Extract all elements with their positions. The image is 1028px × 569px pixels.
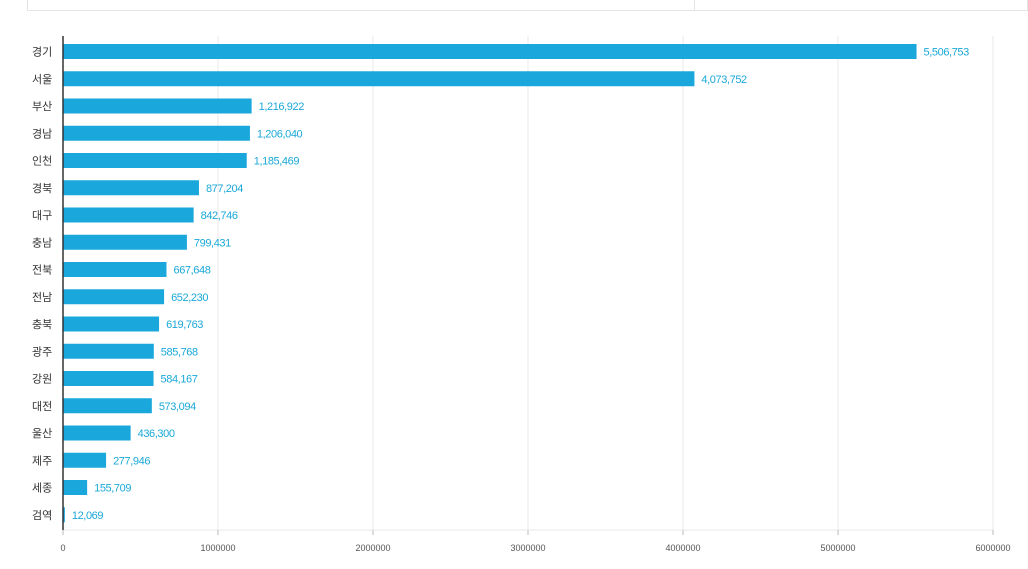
value-label: 1,185,469 — [254, 156, 300, 168]
bar — [63, 98, 252, 114]
category-label: 경기 — [32, 46, 52, 59]
value-label: 155,709 — [94, 483, 131, 495]
category-label: 검역 — [32, 509, 52, 522]
value-label: 877,204 — [206, 183, 243, 195]
category-label: 부산 — [32, 100, 52, 113]
bar — [63, 480, 88, 495]
top-panel-divider — [694, 0, 695, 10]
value-label: 799,431 — [194, 237, 231, 249]
value-label: 585,768 — [161, 346, 198, 358]
value-label: 584,167 — [161, 374, 198, 386]
category-label: 대전 — [32, 400, 52, 413]
category-label: 광주 — [32, 345, 52, 358]
bar — [63, 289, 165, 305]
bar — [63, 207, 194, 223]
bar — [63, 153, 247, 168]
value-label: 842,746 — [201, 210, 238, 222]
value-label: 4,073,752 — [701, 74, 747, 86]
bar — [63, 371, 154, 386]
category-label: 울산 — [32, 427, 52, 440]
category-label: 강원 — [32, 373, 52, 386]
category-label: 전북 — [32, 264, 52, 277]
category-label: 경북 — [32, 182, 52, 195]
x-tick-label: 5000000 — [820, 543, 855, 553]
bar — [63, 180, 199, 196]
category-label: 제주 — [32, 454, 52, 467]
value-label: 573,094 — [159, 401, 196, 413]
x-tick-label: 1000000 — [200, 543, 235, 553]
category-label: 인천 — [32, 154, 52, 168]
value-label: 652,230 — [171, 292, 208, 304]
x-tick-label: 4000000 — [665, 543, 700, 553]
bar — [63, 452, 107, 468]
x-tick-label: 6000000 — [975, 543, 1010, 553]
bar — [63, 71, 695, 87]
category-label: 대구 — [32, 209, 52, 222]
bar — [63, 44, 917, 59]
bar — [63, 425, 131, 441]
value-label: 5,506,753 — [924, 47, 970, 59]
x-tick-label: 3000000 — [510, 543, 545, 553]
bar — [63, 262, 167, 277]
bar — [63, 343, 154, 359]
category-label: 충북 — [32, 318, 52, 331]
x-axis-ticks: 0 1000000 2000000 3000000 4000000 5000000 6000… — [60, 530, 1011, 553]
value-label: 1,206,040 — [257, 128, 303, 140]
category-label: 세종 — [32, 482, 52, 495]
category-label: 서울 — [32, 73, 52, 86]
bar — [63, 398, 152, 414]
bar — [63, 125, 250, 141]
category-label: 전남 — [32, 291, 52, 304]
bar — [63, 234, 187, 250]
value-label: 277,946 — [113, 455, 150, 467]
bar — [63, 507, 65, 523]
value-label: 436,300 — [138, 428, 175, 440]
value-label: 12,069 — [72, 510, 104, 522]
category-label: 충남 — [32, 236, 52, 249]
value-labels: 5,506,753 4,073,752 1,216,922 1,206,040 1,18… — [72, 47, 970, 522]
value-label: 619,763 — [166, 319, 203, 331]
bars — [63, 44, 917, 523]
value-label: 1,216,922 — [259, 101, 305, 113]
bar — [63, 316, 160, 332]
x-tick-label: 0 — [60, 543, 65, 553]
gridlines — [217, 36, 994, 530]
value-label: 667,648 — [173, 265, 210, 277]
category-label: 경남 — [32, 127, 52, 140]
x-tick-label: 2000000 — [355, 543, 390, 553]
